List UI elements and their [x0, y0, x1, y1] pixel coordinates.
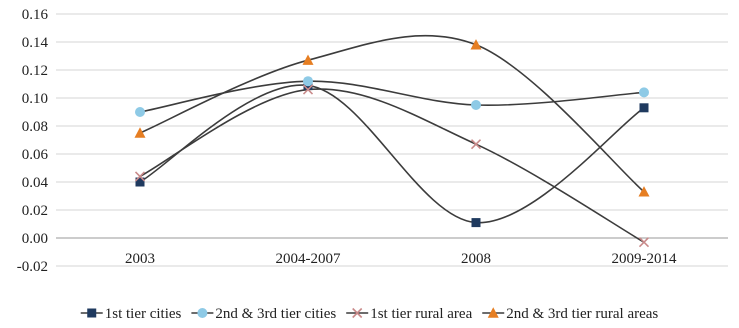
- y-tick-label: -0.02: [17, 259, 48, 275]
- chart-legend: 1st tier cities 2nd & 3rd tier cities 1st …: [80, 306, 658, 322]
- gridlines: [56, 13, 728, 267]
- data-point-triangle: [638, 186, 650, 197]
- x-axis-tick-labels: 2003 2004-2007 2008 2009-2014: [125, 251, 677, 267]
- y-tick-label: 0.16: [22, 7, 49, 23]
- y-tick-label: 0.06: [22, 147, 49, 163]
- x-tick-label: 2008: [461, 251, 491, 267]
- legend-item: 1st tier cities: [80, 306, 182, 322]
- series-line: [139, 84, 645, 224]
- data-point-triangle: [302, 54, 314, 65]
- x-tick-label: 2003: [125, 251, 155, 267]
- data-point-x: [302, 84, 314, 95]
- y-tick-label: 0.02: [22, 203, 48, 219]
- data-point-square: [135, 177, 145, 187]
- data-point-circle: [303, 76, 313, 87]
- series-line: [139, 34, 645, 193]
- legend-item: 2nd & 3rd tier rural areas: [482, 306, 658, 322]
- data-point-triangle: [134, 127, 146, 138]
- legend-label: 1st tier cities: [105, 306, 182, 322]
- legend-item: 2nd & 3rd tier cities: [191, 306, 336, 322]
- series-markers: [134, 39, 650, 248]
- legend-item: 1st tier rural area: [346, 306, 473, 322]
- data-point-x: [470, 139, 482, 150]
- x-tick-label: 2004-2007: [276, 251, 341, 267]
- data-point-x: [134, 171, 146, 182]
- data-point-triangle: [487, 307, 499, 318]
- chart-plot-area: -0.02 0.00 0.02 0.04 0.06 0.08 0.10 0.12 0.14 0.1…: [17, 7, 728, 275]
- y-tick-label: 0.00: [22, 231, 48, 247]
- data-point-circle: [471, 100, 481, 110]
- x-tick-label: 2009-2014: [612, 251, 677, 267]
- y-tick-label: 0.14: [22, 35, 49, 51]
- data-point-square: [87, 308, 97, 318]
- series-lines: [139, 34, 645, 243]
- data-point-triangle: [470, 39, 482, 50]
- data-point-square: [471, 218, 481, 228]
- series-line: [139, 88, 645, 243]
- legend-label: 2nd & 3rd tier rural areas: [506, 306, 658, 322]
- data-point-circle: [197, 308, 208, 318]
- series-line: [139, 80, 645, 113]
- y-tick-label: 0.08: [22, 119, 48, 135]
- legend-label: 1st tier rural area: [370, 306, 472, 322]
- data-point-x: [638, 237, 650, 248]
- data-point-circle: [639, 87, 649, 98]
- data-point-square: [639, 103, 649, 113]
- data-point-x: [352, 307, 363, 319]
- y-tick-label: 0.12: [22, 63, 48, 79]
- y-tick-label: 0.04: [22, 175, 49, 191]
- data-point-circle: [135, 107, 145, 117]
- y-tick-label: 0.10: [22, 91, 48, 107]
- legend-label: 2nd & 3rd tier cities: [215, 306, 336, 322]
- y-axis-tick-labels: -0.02 0.00 0.02 0.04 0.06 0.08 0.10 0.12 0.14 0.1…: [17, 7, 49, 275]
